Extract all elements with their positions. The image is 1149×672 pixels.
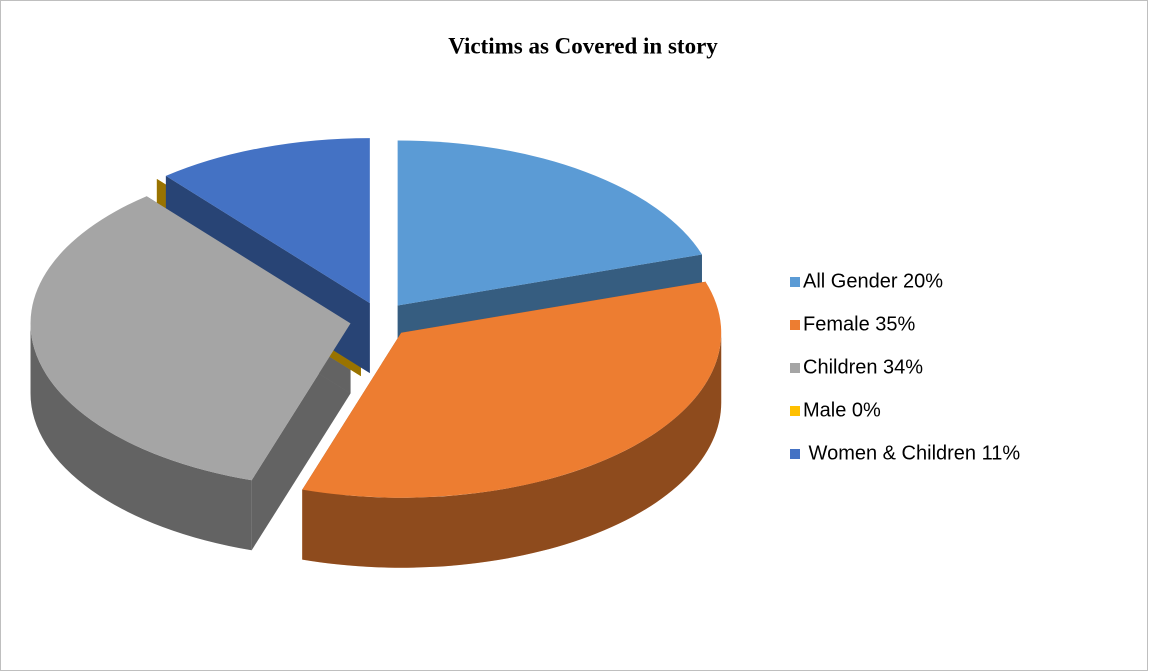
slice [30,196,351,481]
chart-title: Victims as Covered in story [448,33,718,58]
slice [397,140,702,306]
legend-swatch [790,406,800,416]
slice-side-shade [302,332,722,568]
legend-label: Male 0% [803,399,881,421]
legend-label: Female 35% [803,313,915,335]
legend-swatch [790,449,800,459]
legend-swatch [790,277,800,287]
slice-side [302,332,722,568]
legend-label: Women & Children 11% [803,442,1020,464]
legend-swatch [790,363,800,373]
pie-tops [30,138,722,498]
slice-wall [251,323,351,551]
slice [156,178,361,307]
slice-side [30,323,252,551]
slice-side-shade [30,323,252,551]
slice [165,138,370,304]
slice [302,281,722,498]
legend-label: Children 34% [803,356,923,378]
legend-label: All Gender 20% [803,270,943,292]
legend-swatch [790,320,800,330]
slice-wall-shade [251,323,351,551]
